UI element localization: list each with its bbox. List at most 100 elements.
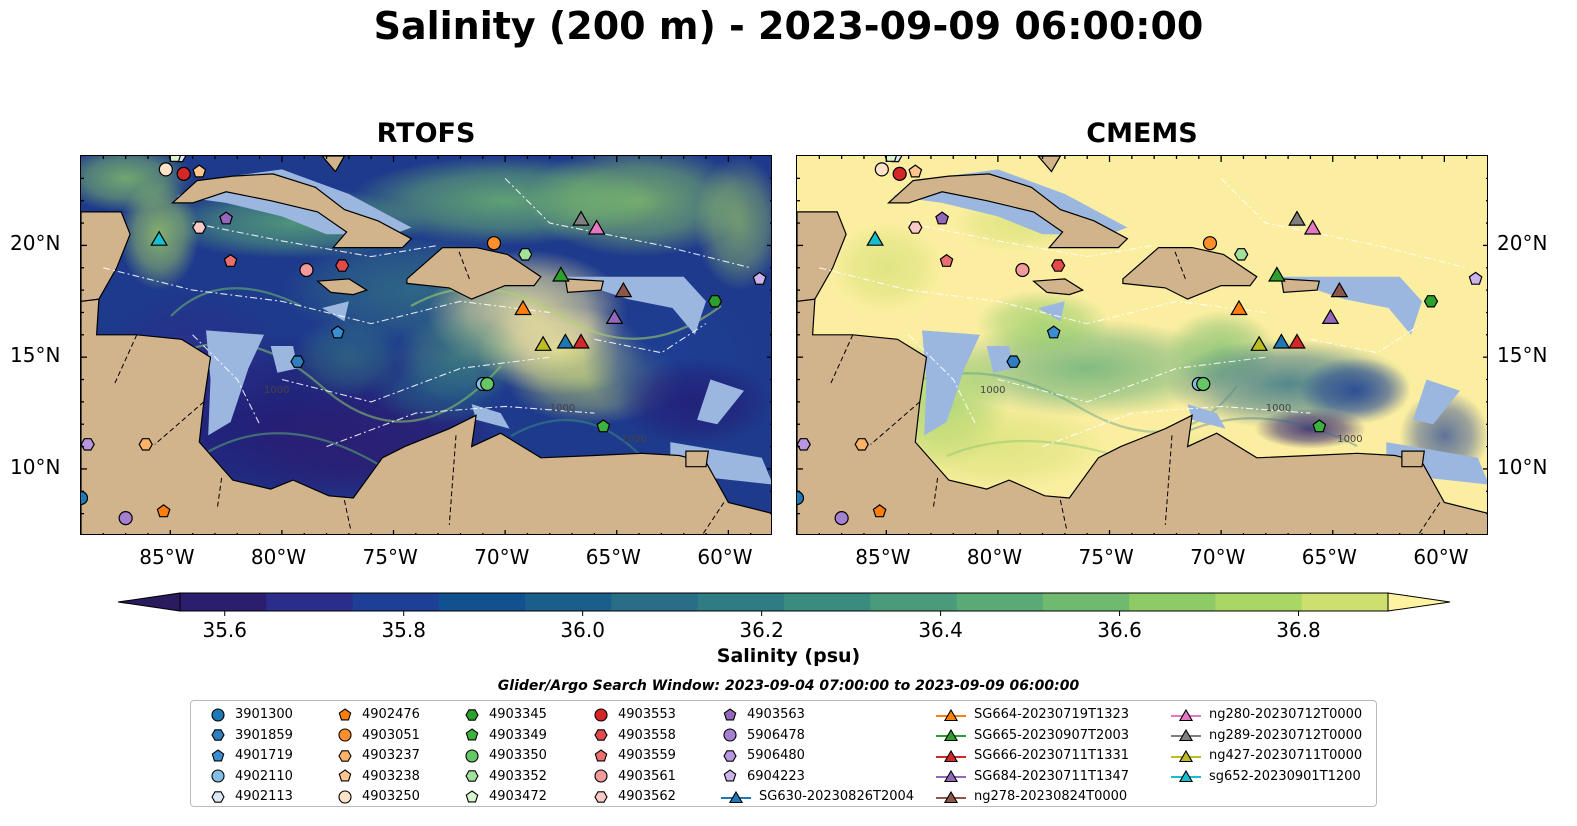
obs-4903561[interactable] — [299, 262, 314, 278]
land — [797, 156, 1487, 534]
obs-4903558[interactable] — [1051, 259, 1066, 272]
legend-marker-icon — [338, 790, 352, 804]
obs-4903563[interactable] — [935, 211, 950, 225]
obs-sg652-20230901T1200[interactable] — [866, 230, 884, 246]
legend-label: ng278-20230824T0000 — [974, 789, 1128, 805]
obs-4901719[interactable] — [1046, 325, 1061, 339]
contour-label: 1000 — [550, 403, 575, 414]
legend-marker-icon — [594, 769, 608, 783]
colorbar-tick-label: 36.6 — [1097, 618, 1142, 642]
rtofs-map-panel[interactable]: 1000 1000 1000 — [80, 155, 772, 535]
obs-SG666-20230711T1331[interactable] — [1288, 333, 1306, 349]
obs-3901859[interactable] — [1006, 355, 1021, 368]
obs-4902476[interactable] — [872, 504, 887, 518]
obs-4903345[interactable] — [707, 295, 723, 308]
trinidad-land — [1401, 450, 1425, 468]
obs-3901300[interactable] — [81, 490, 89, 506]
obs-SG630-20230826T2004[interactable] — [1272, 333, 1291, 349]
legend-label: SG630-20230826T2004 — [759, 789, 915, 805]
obs-4903349[interactable] — [596, 419, 611, 433]
legend-marker-icon — [338, 728, 352, 742]
obs-sg652-20230901T1200[interactable] — [150, 230, 168, 246]
y-tick-label: 10°N — [1497, 454, 1548, 479]
obs-5906478[interactable] — [118, 511, 133, 526]
obs-4903237[interactable] — [854, 438, 869, 451]
contour-label: 1000 — [264, 385, 289, 396]
obs-SG666-20230711T1331[interactable] — [572, 333, 590, 349]
obs-ng427-20230711T0000[interactable] — [1250, 335, 1268, 351]
obs-5906480[interactable] — [81, 438, 95, 451]
legend-label: 4903250 — [362, 789, 420, 805]
obs-3901859[interactable] — [290, 355, 305, 368]
obs-6904223[interactable] — [1468, 271, 1483, 285]
legend-marker-icon — [594, 749, 608, 762]
obs-4903562[interactable] — [908, 221, 923, 234]
obs-ng289-20230712T0000[interactable] — [1288, 210, 1306, 226]
obs-4903349[interactable] — [1312, 419, 1327, 433]
obs-3901300[interactable] — [797, 490, 805, 506]
obs-ng278-20230824T0000[interactable] — [1330, 281, 1349, 298]
obs-5906480[interactable] — [797, 438, 811, 451]
obs-ng289-20230712T0000[interactable] — [572, 210, 590, 226]
obs-ng278-20230824T0000[interactable] — [614, 281, 633, 298]
obs-4903250[interactable] — [158, 162, 173, 177]
obs-4903352[interactable] — [1234, 248, 1249, 261]
legend-item: ng427-20230711T0000 — [1171, 745, 1362, 766]
obs-4903051[interactable] — [486, 236, 502, 251]
obs-4903051[interactable] — [1202, 236, 1218, 251]
obs-SG684-20230711T1347[interactable] — [605, 308, 624, 324]
obs-4903238[interactable] — [908, 164, 923, 178]
obs-4903238[interactable] — [192, 164, 207, 178]
obs-4903472[interactable] — [168, 156, 181, 162]
obs-4903558[interactable] — [335, 259, 350, 272]
legend-label: 4901719 — [235, 748, 293, 764]
legend-label: 4903558 — [618, 727, 676, 743]
obs-SG664-20230719T1323[interactable] — [514, 299, 532, 316]
obs-SG665-20230907T2003[interactable] — [552, 266, 570, 282]
obs-4903472[interactable] — [884, 156, 897, 162]
obs-4903559[interactable] — [939, 253, 954, 267]
legend-label: 4903237 — [362, 748, 420, 764]
legend-marker-icon — [338, 707, 352, 720]
obs-SG684-20230711T1347[interactable] — [1321, 308, 1340, 324]
obs-4903563[interactable] — [219, 211, 234, 225]
obs-4903553[interactable] — [892, 166, 907, 181]
legend-marker-icon — [936, 749, 966, 762]
legend-item: SG630-20230826T2004 — [721, 786, 914, 807]
legend-label: 4903559 — [618, 748, 676, 764]
x-tick-label: 70°W — [1190, 545, 1246, 569]
obs-4903562[interactable] — [192, 221, 207, 234]
cmems-map-panel[interactable]: 1000 1000 1000 — [796, 155, 1488, 535]
observations — [81, 156, 767, 526]
legend-item: 4903563 — [721, 704, 805, 725]
obs-4903561[interactable] — [1015, 262, 1030, 278]
hispaniola-land — [1122, 246, 1258, 300]
colorbar-segment — [784, 593, 871, 611]
legend-marker-icon — [465, 749, 479, 763]
y-tick-label: 20°N — [10, 231, 61, 256]
obs-4902476[interactable] — [156, 504, 171, 518]
bahamas-land — [1037, 156, 1062, 173]
obs-4903350[interactable] — [480, 376, 495, 392]
obs-SG664-20230719T1323[interactable] — [1230, 299, 1248, 316]
obs-4903345[interactable] — [1423, 295, 1439, 308]
land — [81, 156, 771, 534]
obs-SG630-20230826T2004[interactable] — [556, 333, 575, 349]
legend-item: SG684-20230711T1347 — [936, 766, 1129, 787]
contour-label: 1000 — [1266, 403, 1291, 414]
obs-4903350[interactable] — [1196, 376, 1211, 392]
obs-4903352[interactable] — [518, 248, 533, 261]
obs-ng280-20230712T0000[interactable] — [587, 219, 606, 235]
obs-6904223[interactable] — [752, 271, 767, 285]
legend-label: 4903561 — [618, 768, 676, 784]
obs-4903559[interactable] — [223, 253, 238, 267]
obs-ng427-20230711T0000[interactable] — [534, 335, 552, 351]
obs-ng280-20230712T0000[interactable] — [1303, 219, 1322, 235]
obs-5906478[interactable] — [834, 511, 849, 526]
obs-SG665-20230907T2003[interactable] — [1268, 266, 1286, 282]
obs-4903237[interactable] — [138, 438, 153, 451]
obs-4901719[interactable] — [330, 325, 345, 339]
obs-4903250[interactable] — [874, 162, 889, 177]
legend-marker-icon — [936, 770, 966, 783]
obs-4903553[interactable] — [176, 166, 191, 181]
